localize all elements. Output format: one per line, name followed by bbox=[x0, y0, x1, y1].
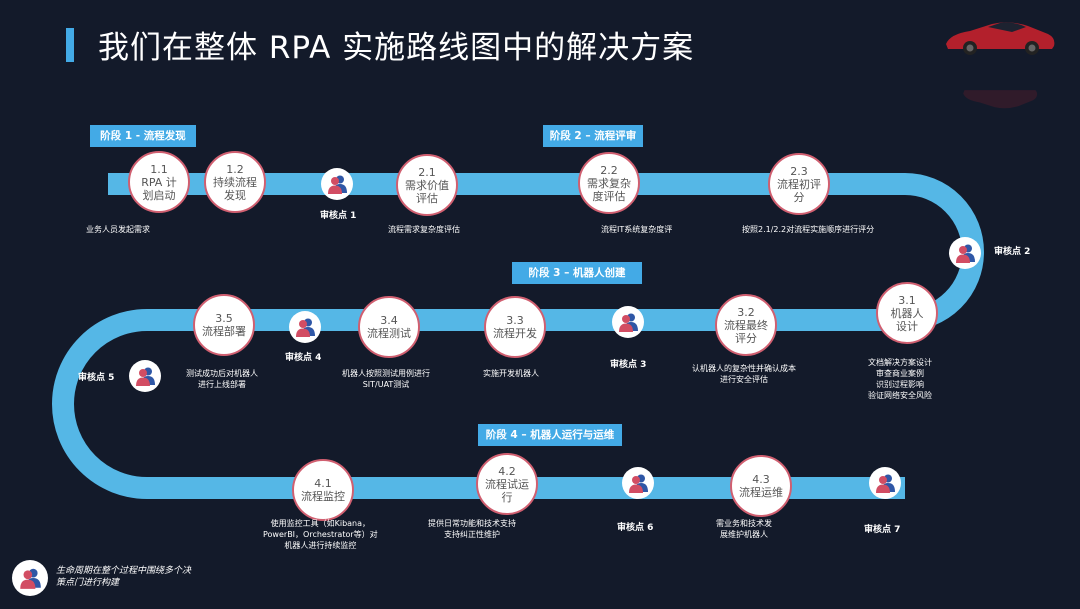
node-label: 3.4 流程测试 bbox=[367, 314, 411, 340]
node-label: 3.2 流程最终 评分 bbox=[724, 305, 768, 345]
desc-4-2: 提供日常功能和技术支持 支持纠正性维护 bbox=[428, 519, 516, 539]
checkpoint-3-icon[interactable] bbox=[612, 306, 644, 338]
node-label: 4.2 流程试运 行 bbox=[485, 464, 529, 504]
node-2-1-value-assessment[interactable]: 2.1 需求价值 评估 bbox=[396, 154, 458, 216]
desc-2-3: 按照2.1/2.2对流程实施顺序进行评分 bbox=[742, 225, 875, 234]
desc-3-5: 测试成功后对机器人 进行上线部署 bbox=[186, 369, 258, 389]
stage-label-2: 阶段 2 – 流程评审 bbox=[543, 125, 643, 147]
checkpoint-1-icon[interactable] bbox=[321, 168, 353, 200]
checkpoint-3-label: 审核点 3 bbox=[610, 360, 647, 370]
desc-2-1: 流程需求复杂度评估 bbox=[388, 225, 460, 234]
person-group-icon bbox=[136, 367, 155, 386]
node-label: 2.1 需求价值 评估 bbox=[405, 165, 449, 205]
node-label: 3.5 流程部署 bbox=[202, 312, 246, 338]
node-4-1-monitoring[interactable]: 4.1 流程监控 bbox=[292, 459, 354, 521]
checkpoint-1-label: 审核点 1 bbox=[320, 211, 357, 221]
stage-label-3: 阶段 3 – 机器人创建 bbox=[512, 262, 642, 284]
desc-3-4: 机器人按照测试用例进行 SIT/UAT测试 bbox=[342, 369, 430, 389]
node-label: 4.3 流程运维 bbox=[739, 473, 783, 499]
page-title: 我们在整体 RPA 实施路线图中的解决方案 bbox=[98, 30, 695, 66]
node-1-2-process-discovery[interactable]: 1.2 持续流程 发现 bbox=[204, 151, 266, 213]
stage-label-4: 阶段 4 – 机器人运行与运维 bbox=[478, 424, 622, 446]
person-group-icon bbox=[876, 474, 895, 493]
node-2-3-initial-scoring[interactable]: 2.3 流程初评 分 bbox=[768, 153, 830, 215]
checkpoint-5-icon[interactable] bbox=[129, 360, 161, 392]
node-1-1-rpa-plan-start[interactable]: 1.1 RPA 计 划启动 bbox=[128, 151, 190, 213]
checkpoint-5-label: 审核点 5 bbox=[78, 373, 115, 383]
node-label: 4.1 流程监控 bbox=[301, 477, 345, 503]
node-3-4-testing[interactable]: 3.4 流程测试 bbox=[358, 296, 420, 358]
checkpoint-6-label: 审核点 6 bbox=[617, 523, 654, 533]
person-group-icon bbox=[629, 474, 648, 493]
node-3-1-robot-design[interactable]: 3.1 机器人 设计 bbox=[876, 282, 938, 344]
checkpoint-2-label: 审核点 2 bbox=[994, 247, 1031, 257]
car-reflection bbox=[963, 90, 1038, 109]
desc-4-1: 使用监控工具（如Kibana， PowerBI，Orchestrator等）对 … bbox=[263, 519, 378, 550]
person-group-icon bbox=[956, 244, 975, 263]
node-3-5-deployment[interactable]: 3.5 流程部署 bbox=[193, 294, 255, 356]
node-label: 2.2 需求复杂 度评估 bbox=[587, 163, 631, 203]
node-3-3-development[interactable]: 3.3 流程开发 bbox=[484, 296, 546, 358]
title-accent-bar bbox=[66, 28, 74, 62]
footer-person-group-icon bbox=[12, 560, 48, 596]
node-2-2-complexity-assessment[interactable]: 2.2 需求复杂 度评估 bbox=[578, 152, 640, 214]
desc-1-1: 业务人员发起需求 bbox=[86, 225, 150, 234]
checkpoint-7-label: 审核点 7 bbox=[864, 525, 901, 535]
checkpoint-4-label: 审核点 4 bbox=[285, 353, 322, 363]
node-label: 2.3 流程初评 分 bbox=[777, 164, 821, 204]
desc-4-3: 需业务和技术发 展维护机器人 bbox=[716, 519, 772, 539]
car-image bbox=[946, 22, 1055, 55]
node-label: 1.2 持续流程 发现 bbox=[213, 162, 257, 202]
desc-3-1: 文档解决方案设计 审查商业案例 识别过程影响 验证网络安全风险 bbox=[868, 358, 932, 400]
node-3-2-final-scoring[interactable]: 3.2 流程最终 评分 bbox=[715, 294, 777, 356]
person-group-icon bbox=[296, 318, 315, 337]
person-group-icon bbox=[619, 313, 638, 332]
checkpoint-7-icon[interactable] bbox=[869, 467, 901, 499]
footer-note: 生命周期在整个过程中围绕多个决 策点门进行构建 bbox=[56, 566, 192, 588]
checkpoint-2-icon[interactable] bbox=[949, 237, 981, 269]
node-4-3-operations[interactable]: 4.3 流程运维 bbox=[730, 455, 792, 517]
desc-2-2: 流程IT系统复杂度评 bbox=[601, 225, 673, 234]
node-4-2-trial-run[interactable]: 4.2 流程试运 行 bbox=[476, 453, 538, 515]
person-group-icon bbox=[20, 568, 41, 589]
node-label: 1.1 RPA 计 划启动 bbox=[141, 162, 177, 202]
checkpoint-6-icon[interactable] bbox=[622, 467, 654, 499]
node-label: 3.1 机器人 设计 bbox=[890, 293, 924, 333]
checkpoint-4-icon[interactable] bbox=[289, 311, 321, 343]
node-label: 3.3 流程开发 bbox=[493, 314, 537, 340]
stage-label-1: 阶段 1 - 流程发现 bbox=[90, 125, 196, 147]
desc-3-3: 实施开发机器人 bbox=[483, 369, 539, 378]
desc-3-2: 认机器人的复杂性并确认成本 进行安全评估 bbox=[692, 364, 796, 384]
person-group-icon bbox=[328, 175, 347, 194]
